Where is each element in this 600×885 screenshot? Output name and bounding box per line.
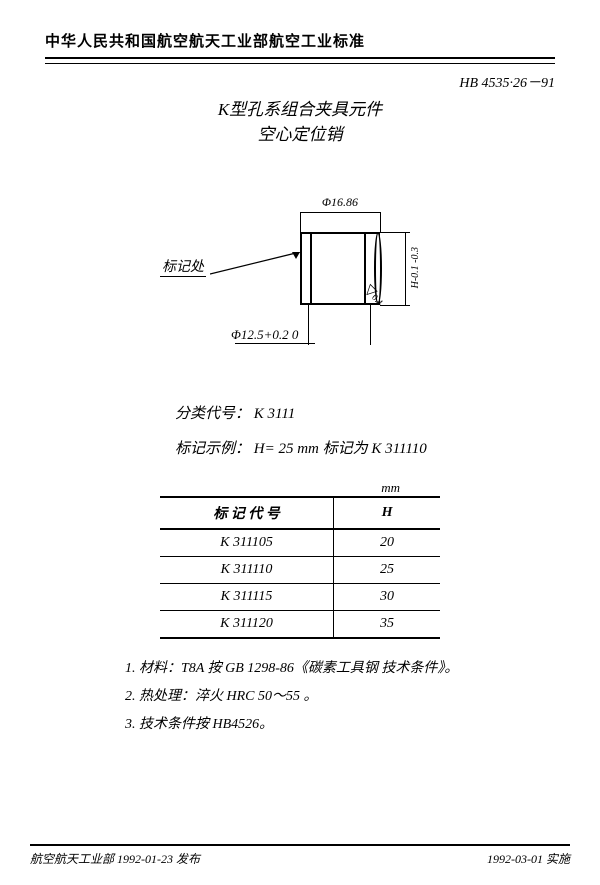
cell-h: 30 (334, 584, 440, 611)
spec-table-wrap: mm 标 记 代 号 H K 311105 20 K 311110 25 K 3… (160, 480, 440, 639)
cylinder-inner-line (310, 234, 312, 303)
dim-right-label: H-0.1 -0.3 (410, 247, 421, 288)
dim-right-line (405, 232, 406, 305)
dim-bottom-line (235, 343, 315, 344)
cell-h: 25 (334, 557, 440, 584)
dim-ext (308, 305, 309, 345)
th-code: 标 记 代 号 (160, 498, 334, 529)
dim-bottom-label: Φ12.5+0.2 0 (231, 327, 298, 343)
table-row: K 311110 25 (160, 557, 440, 584)
dim-top-line (300, 212, 380, 213)
note-1: 1. 材料：T8A 按 GB 1298-86《碳素工具钢 技术条件》。 (125, 655, 555, 683)
header-rule (45, 63, 555, 64)
mark-location-label: 标记处 (160, 256, 206, 277)
dim-ext (380, 305, 410, 306)
table-row: K 311115 30 (160, 584, 440, 611)
cell-h: 35 (334, 611, 440, 639)
table-row: K 311120 35 (160, 611, 440, 639)
footer-effective: 1992-03-01 实施 (487, 850, 570, 867)
cell-code: K 311120 (160, 611, 334, 639)
cell-code: K 311110 (160, 557, 334, 584)
document-title: K型孔系组合夹具元件 空心定位销 (45, 98, 555, 147)
page-header-title: 中华人民共和国航空航天工业部航空工业标准 (45, 30, 555, 59)
th-h: H (334, 498, 440, 529)
example-label: 标记示例： (175, 441, 250, 457)
classification-value: K 3111 (254, 406, 296, 422)
classification-label: 分类代号： (175, 406, 250, 422)
marking-example-row: 标记示例： H= 25 mm 标记为 K 311110 (175, 437, 555, 458)
cell-code: K 311115 (160, 584, 334, 611)
example-text: H= 25 mm 标记为 K 311110 (254, 441, 427, 457)
footer-issued: 航空航天工业部 1992-01-23 发布 (30, 850, 200, 867)
title-line-1: K型孔系组合夹具元件 (45, 98, 555, 123)
table-row: K 311105 20 (160, 529, 440, 557)
standard-code: HB 4535·26－91 (45, 72, 555, 92)
table-unit: mm (160, 480, 440, 498)
notes-block: 1. 材料：T8A 按 GB 1298-86《碳素工具钢 技术条件》。 2. 热… (125, 655, 555, 739)
dim-ext (380, 212, 381, 232)
title-line-2: 空心定位销 (45, 123, 555, 148)
cell-code: K 311105 (160, 529, 334, 557)
leader-line (210, 252, 305, 282)
cell-h: 20 (334, 529, 440, 557)
spec-table: 标 记 代 号 H K 311105 20 K 311110 25 K 3111… (160, 498, 440, 639)
dim-ext (370, 305, 371, 345)
note-2: 2. 热处理：淬火 HRC 50～55 。 (125, 683, 555, 711)
dim-ext (300, 212, 301, 232)
note-3: 3. 技术条件按 HB4526。 (125, 711, 555, 739)
page-footer: 航空航天工业部 1992-01-23 发布 1992-03-01 实施 (30, 844, 570, 867)
technical-drawing: Φ16.86 H-0.1 -0.3 标记处 ▽0.4 Φ12.5+0.2 0 (45, 177, 555, 372)
classification-row: 分类代号： K 3111 (175, 402, 555, 423)
dim-top-label: Φ16.86 (300, 195, 380, 210)
